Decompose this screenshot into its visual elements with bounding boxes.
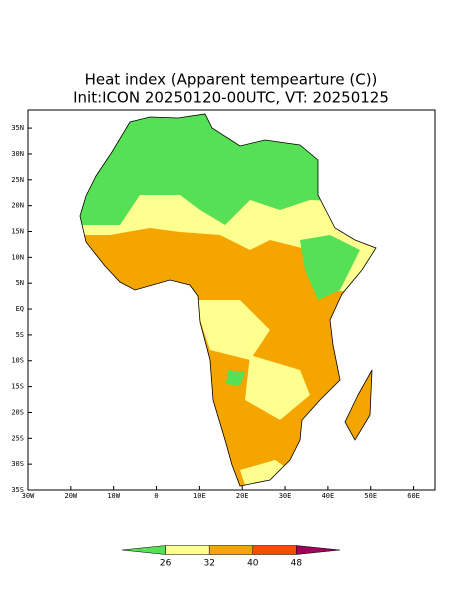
y-tick-label: 15N [11,227,24,235]
title: Heat index (Apparent tempearture (C)) [85,71,378,89]
y-tick-label: 30S [11,460,24,468]
colorbar-label: 40 [247,559,259,569]
y-tick-label: 35S [11,486,24,494]
x-tick-label: 30W [22,492,35,500]
y-tick-label: 25N [11,176,24,184]
x-tick-label: 10E [193,492,206,500]
y-tick-label: 5N [16,279,24,287]
colorbar-segment [165,545,210,555]
madagascar [344,369,373,441]
y-tick-label: 30N [11,150,24,158]
y-tick-label: 20S [11,408,24,416]
colorbar-label: 32 [203,559,214,569]
colorbar-segment [252,545,297,555]
x-tick-label: 50E [364,492,377,500]
colorbar-segment [121,545,166,555]
africa-outline [79,113,377,487]
x-tick-label: 60E [407,492,420,500]
y-tick-label: 20N [11,202,24,210]
colorbar-segment [208,545,254,555]
y-tick-label: 5S [16,331,24,339]
y-tick-label: 25S [11,434,24,442]
ticks: 30W 20W 10W 0 10E 20E 30E 40E 50E 60E 35N 30N 25N 20N… [11,124,420,500]
colorbar-label: 48 [291,559,303,569]
x-tick-label: 0 [154,492,158,500]
colorbar: 26 32 40 48 [121,545,341,569]
y-tick-label: 15S [11,383,24,391]
x-tick-label: 20E [236,492,249,500]
x-tick-label: 30E [279,492,292,500]
x-tick-label: 10W [107,492,120,500]
x-tick-label: 20W [65,492,78,500]
subtitle: Init:ICON 20250120-00UTC, VT: 20250125 [73,89,389,107]
y-tick-label: 10S [11,357,24,365]
x-tick-label: 40E [322,492,335,500]
colorbar-label: 26 [160,559,172,569]
y-tick-label: 10N [11,253,24,261]
colorbar-segment [296,545,341,555]
y-tick-label: EQ [16,305,24,313]
y-tick-label: 35N [11,124,24,132]
